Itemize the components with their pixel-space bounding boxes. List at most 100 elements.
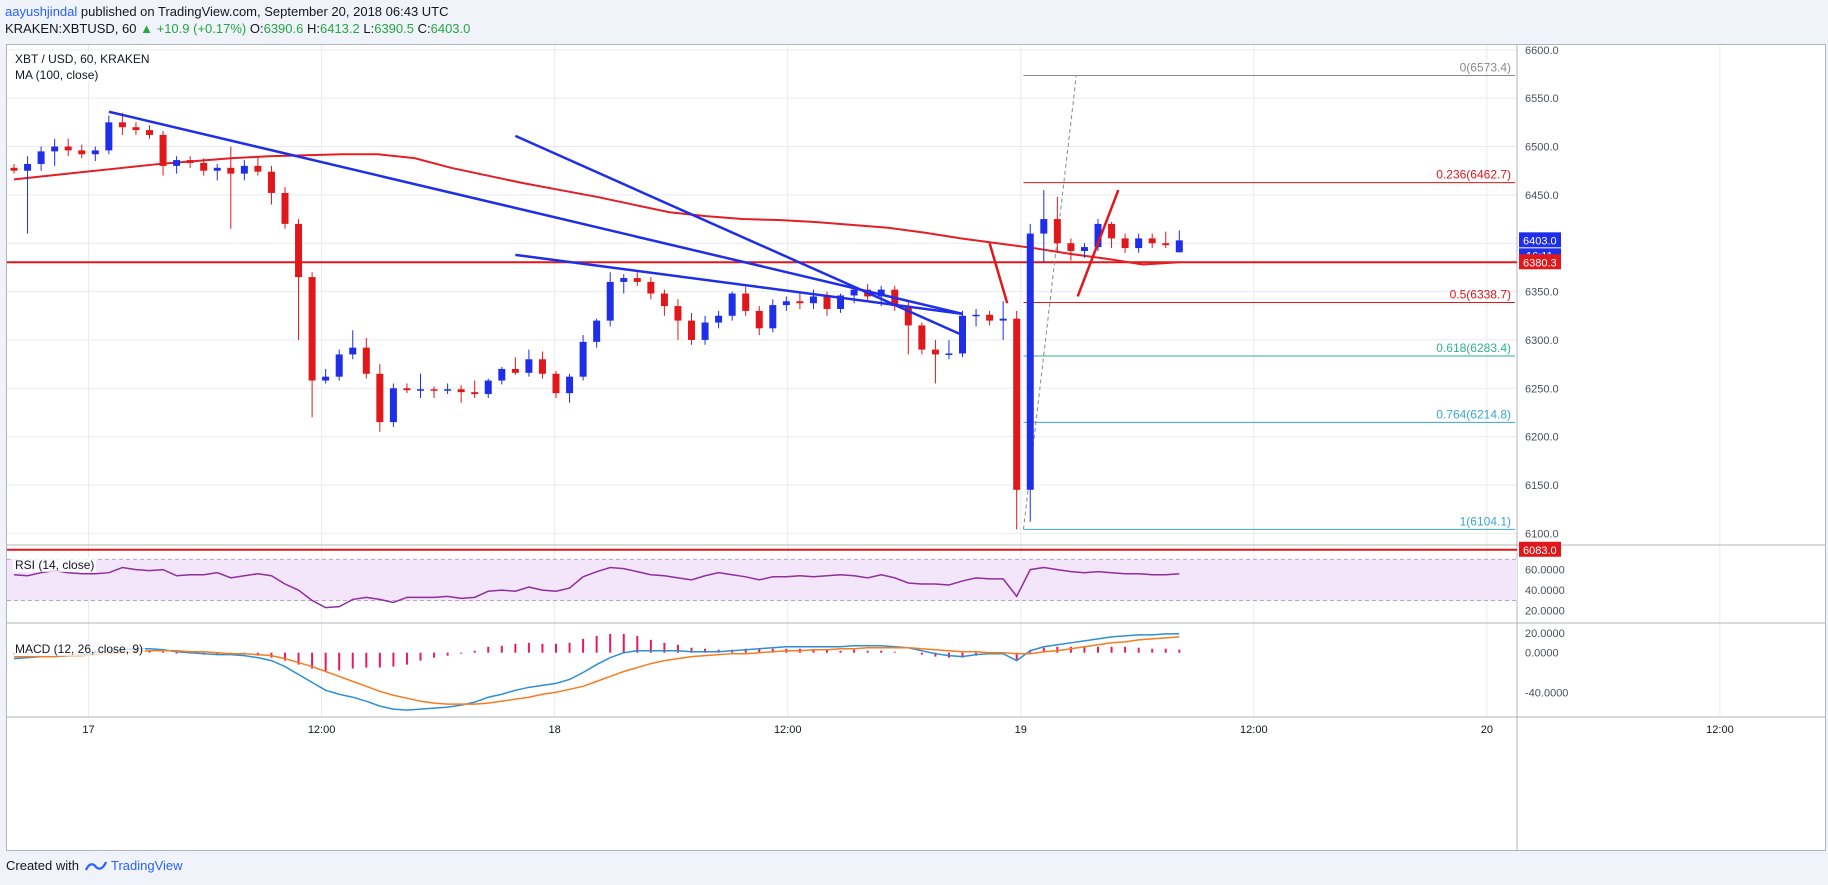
candle (200, 158, 208, 176)
macd-tick-label: 0.0000 (1525, 648, 1559, 660)
x-tick-label: 20 (1481, 724, 1493, 736)
candle-body (606, 281, 614, 321)
macd-legend: MACD (12, 26, close, 9) (13, 642, 146, 656)
y-tick-label: 6600.0 (1525, 45, 1559, 57)
candle-body (918, 325, 926, 350)
candle (688, 312, 695, 345)
candle (281, 187, 289, 229)
candle (10, 163, 18, 174)
candle (986, 310, 994, 326)
candle-body (742, 293, 750, 311)
trend-line-upper-bearish (108, 110, 963, 316)
rsi-tick-label: 20.0000 (1525, 606, 1565, 618)
price-change: ▲ +10.9 (+0.17%) (140, 21, 247, 36)
candle-body (688, 320, 695, 340)
candle (633, 272, 641, 286)
candle-body (837, 295, 845, 309)
fib-trend-dashed (1022, 75, 1077, 530)
candle (322, 368, 330, 384)
candle-body (444, 389, 452, 391)
candle (295, 219, 303, 340)
candle-body (1080, 247, 1088, 251)
candle-body (457, 389, 465, 393)
candle-body (850, 289, 858, 296)
candle-body (755, 310, 763, 329)
candle-body (660, 293, 668, 307)
trend-line-steep-bearish (514, 134, 964, 337)
y-tick-label: 6200.0 (1525, 432, 1559, 444)
candle-body (349, 347, 357, 355)
candle (444, 383, 452, 395)
candle (1026, 223, 1034, 522)
last-price-badge-bg (1519, 232, 1561, 248)
candle (525, 349, 533, 377)
rsi-tick-label: 60.0000 (1525, 565, 1565, 577)
candle-body (51, 146, 59, 152)
y-tick-label: 6250.0 (1525, 383, 1559, 395)
candle-body (1135, 238, 1143, 249)
chart-frame[interactable]: 1712:001812:001912:002012:002112:002212:… (6, 44, 1826, 851)
candle-body (10, 167, 18, 171)
candle (701, 315, 709, 345)
candle-body (308, 277, 316, 381)
tradingview-brand[interactable]: TradingView (84, 858, 183, 873)
candle-body (674, 306, 682, 321)
y-tick-label: 6350.0 (1525, 287, 1559, 299)
candle (1135, 233, 1143, 253)
macd-tick-label: 20.0000 (1525, 628, 1565, 640)
candle (267, 165, 275, 205)
candle-body (227, 167, 235, 174)
chart-canvas[interactable]: 1712:001812:001912:002012:002112:002212:… (7, 45, 1825, 850)
candle-body (877, 289, 885, 297)
resistance-badge: 6380.3 (1523, 257, 1557, 269)
candle-body (118, 122, 126, 128)
projection-down (988, 242, 1009, 304)
candle (335, 349, 343, 381)
candle-body (64, 146, 72, 151)
candle (647, 277, 655, 300)
candle-body (715, 315, 723, 323)
candle (118, 112, 126, 135)
close-label: C: (417, 21, 431, 36)
author-link[interactable]: aayushjindal (5, 4, 78, 19)
high-value: 6413.2 (319, 21, 360, 36)
close-value: 6403.0 (430, 21, 471, 36)
candle-body (132, 127, 140, 131)
candle (308, 272, 316, 418)
x-tick-label: 19 (1015, 724, 1027, 736)
candle (132, 122, 140, 135)
candle-body (796, 301, 804, 304)
tradingview-logo-icon (84, 861, 107, 870)
candle (254, 156, 262, 176)
candle-body (931, 349, 939, 355)
candle (105, 115, 113, 155)
candle (1175, 230, 1183, 253)
quote-line: KRAKEN:XBTUSD, 60 ▲ +10.9 (+0.17%) O:639… (5, 21, 470, 36)
candle-body (200, 162, 208, 171)
candle-body (24, 163, 32, 171)
candle (37, 146, 45, 171)
low-value: 6390.5 (374, 21, 414, 36)
candle-body (498, 368, 506, 381)
published-text: published on TradingView.com, September … (80, 4, 449, 19)
candle (593, 318, 601, 348)
y-tick-label: 6150.0 (1525, 480, 1559, 492)
candle (64, 138, 72, 157)
candle (715, 310, 723, 329)
candle (389, 383, 397, 427)
candle-body (1108, 223, 1116, 239)
candle-body (1121, 238, 1129, 249)
candle-body (295, 223, 303, 278)
macd-tick-label: -40.0000 (1525, 687, 1568, 699)
candle (809, 289, 817, 309)
candle (146, 125, 153, 139)
candle (471, 380, 479, 398)
candle-body (620, 278, 628, 282)
candle (620, 274, 628, 294)
candle-body (538, 359, 546, 374)
candle (457, 385, 465, 403)
candle-body (579, 341, 587, 377)
candle-body (186, 160, 194, 163)
candle-body (552, 373, 560, 394)
candle-body (999, 318, 1007, 321)
